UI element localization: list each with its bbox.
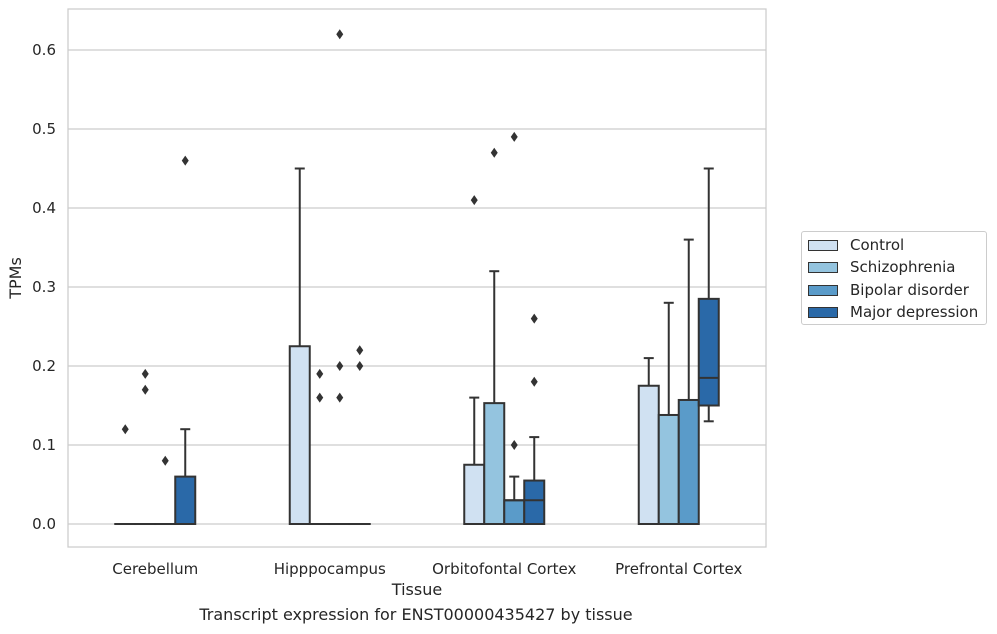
outlier-point bbox=[141, 384, 149, 395]
legend-swatch-bipolar-disorder bbox=[808, 284, 838, 296]
box-body bbox=[288, 345, 311, 525]
y-axis-label: TPMs bbox=[6, 257, 25, 300]
outlier-point bbox=[530, 376, 538, 387]
y-tick-label: 0.1 bbox=[32, 436, 56, 454]
x-tick-label: Orbitofontal Cortex bbox=[432, 560, 576, 578]
box-2-2 bbox=[503, 131, 526, 525]
box-body bbox=[637, 384, 660, 525]
box-0-0 bbox=[114, 424, 137, 526]
box-3-3 bbox=[697, 167, 720, 423]
box-0-3 bbox=[174, 155, 197, 526]
legend: Control Schizophrenia Bipolar disorder M… bbox=[801, 231, 987, 325]
legend-item-bipolar-disorder: Bipolar disorder bbox=[808, 280, 969, 300]
outlier-point bbox=[316, 392, 324, 403]
box-body bbox=[523, 479, 546, 525]
x-axis-label: Tissue bbox=[391, 580, 442, 599]
outlier-point bbox=[336, 392, 344, 403]
box-1-0 bbox=[288, 167, 311, 525]
y-tick-label: 0.3 bbox=[32, 278, 56, 296]
outlier-point bbox=[510, 440, 518, 450]
box-body bbox=[463, 463, 486, 525]
boxes bbox=[114, 29, 720, 526]
box-1-2 bbox=[328, 29, 351, 526]
box-2-0 bbox=[463, 195, 486, 525]
legend-label-bipolar-disorder: Bipolar disorder bbox=[850, 281, 969, 299]
legend-swatch-control bbox=[808, 239, 838, 251]
box-0-1 bbox=[134, 368, 157, 526]
x-tick-label: Cerebellum bbox=[112, 560, 198, 578]
y-tick-label: 0.4 bbox=[32, 199, 56, 217]
legend-label-schizophrenia: Schizophrenia bbox=[850, 258, 956, 276]
x-tick-label: Prefrontal Cortex bbox=[615, 560, 742, 578]
box-body bbox=[503, 499, 526, 525]
legend-item-control: Control bbox=[808, 235, 904, 255]
y-tick-label: 0.6 bbox=[32, 41, 56, 59]
box-body bbox=[677, 398, 700, 525]
box-1-3 bbox=[348, 345, 371, 526]
box-2-3 bbox=[523, 313, 546, 525]
box-body bbox=[483, 402, 506, 526]
box-body bbox=[697, 297, 720, 407]
box-1-1 bbox=[308, 368, 331, 526]
outlier-point bbox=[336, 29, 344, 40]
outlier-point bbox=[161, 455, 169, 466]
chart-caption: Transcript expression for ENST0000043542… bbox=[199, 605, 633, 624]
outlier-point bbox=[181, 155, 189, 166]
x-tick-labels: Cerebellum Hipppocampus Orbitofontal Corte… bbox=[112, 560, 742, 578]
legend-item-schizophrenia: Schizophrenia bbox=[808, 257, 955, 277]
outlier-point bbox=[530, 313, 538, 324]
box-0-2 bbox=[154, 455, 177, 526]
box-3-0 bbox=[637, 357, 660, 525]
box-3-1 bbox=[657, 301, 680, 526]
outlier-point bbox=[316, 368, 324, 379]
box-2-1 bbox=[483, 147, 506, 526]
outlier-point bbox=[490, 147, 498, 158]
outlier-point bbox=[470, 195, 478, 206]
outlier-point bbox=[121, 424, 129, 435]
x-tick-label: Hipppocampus bbox=[274, 560, 386, 578]
outlier-point bbox=[510, 131, 518, 142]
box-body bbox=[657, 413, 680, 526]
legend-label-major-depression: Major depression bbox=[850, 303, 979, 321]
y-tick-labels: 0.0 0.1 0.2 0.3 0.4 0.5 0.6 bbox=[32, 41, 56, 533]
legend-item-major-depression: Major depression bbox=[808, 302, 978, 322]
outlier-point bbox=[336, 361, 344, 371]
legend-swatch-schizophrenia bbox=[808, 261, 838, 273]
outlier-point bbox=[356, 345, 364, 356]
outlier-point bbox=[356, 361, 364, 371]
box-body bbox=[174, 475, 197, 526]
legend-swatch-major-depression bbox=[808, 306, 838, 318]
plot-area-frame bbox=[67, 8, 767, 548]
legend-label-control: Control bbox=[850, 236, 905, 254]
outlier-point bbox=[141, 368, 149, 379]
y-tick-label: 0.0 bbox=[32, 515, 56, 533]
box-3-2 bbox=[677, 238, 700, 525]
y-tick-label: 0.5 bbox=[32, 120, 56, 138]
y-tick-label: 0.2 bbox=[32, 357, 56, 375]
